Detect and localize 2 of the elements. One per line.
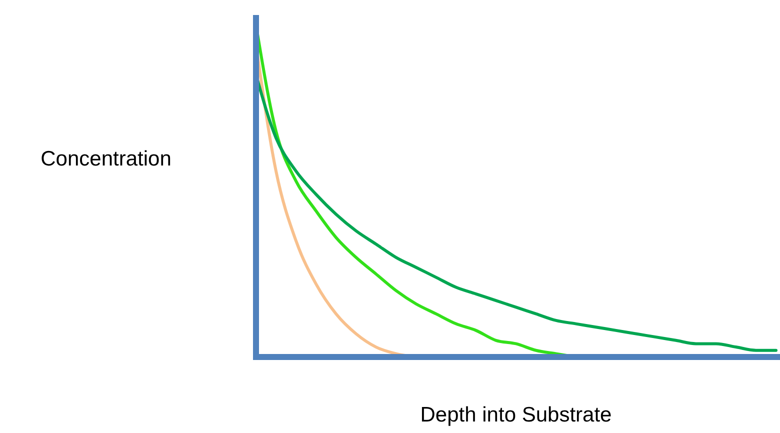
x-axis-title: Depth into Substrate (420, 404, 612, 427)
y-axis-title: Concentration (40, 148, 172, 171)
